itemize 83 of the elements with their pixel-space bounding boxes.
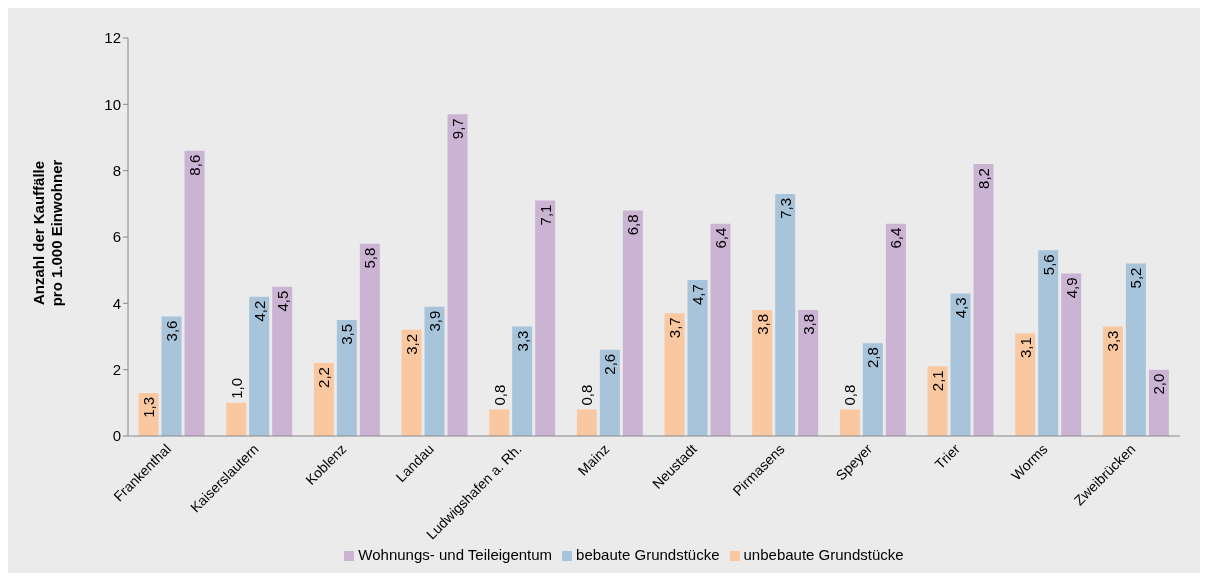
bar xyxy=(226,402,247,436)
bar xyxy=(489,409,510,436)
data-label: 2,2 xyxy=(315,367,333,388)
bar xyxy=(184,150,205,436)
legend-label: unbebaute Grundstücke xyxy=(743,546,904,563)
bar xyxy=(687,280,708,436)
data-label: 3,6 xyxy=(163,320,181,342)
y-tick-label: 2 xyxy=(112,360,121,378)
data-label: 2,0 xyxy=(1150,373,1168,395)
data-label: 4,3 xyxy=(952,297,970,319)
bar xyxy=(599,349,620,436)
data-label: 3,3 xyxy=(1104,330,1122,352)
bar xyxy=(336,319,357,436)
data-label: 3,5 xyxy=(338,323,356,345)
bar xyxy=(973,164,994,436)
bar xyxy=(401,329,422,436)
bar xyxy=(664,313,685,436)
y-axis-title: Anzahl der Kauffälle pro 1.000 Einwohner xyxy=(30,159,66,307)
data-label: 4,7 xyxy=(689,284,707,305)
y-tick-label: 12 xyxy=(104,29,121,47)
data-label: 3,1 xyxy=(1016,337,1034,359)
data-label: 5,2 xyxy=(1127,267,1145,289)
data-label: 4,9 xyxy=(1062,277,1080,299)
bar xyxy=(927,366,948,436)
bar xyxy=(1038,250,1059,436)
bar xyxy=(249,296,270,436)
data-label: 4,2 xyxy=(250,300,268,322)
data-label: 0,8 xyxy=(490,384,508,406)
data-label: 0,8 xyxy=(578,384,596,406)
data-label: 4,5 xyxy=(273,290,291,312)
bar xyxy=(512,326,533,436)
bar xyxy=(272,286,293,436)
data-label: 8,6 xyxy=(186,154,204,176)
bar xyxy=(1015,333,1036,436)
legend-label: Wohnungs- und Teileigentum xyxy=(358,546,553,563)
data-label: 8,2 xyxy=(975,168,993,189)
data-label: 6,4 xyxy=(712,227,730,249)
data-label: 2,8 xyxy=(864,347,882,368)
bar xyxy=(1125,263,1146,436)
data-label: 2,1 xyxy=(929,370,947,392)
data-label: 2,6 xyxy=(601,353,619,375)
bar xyxy=(885,223,906,436)
data-label: 5,6 xyxy=(1039,254,1057,276)
bar xyxy=(1061,273,1082,436)
bar xyxy=(1102,326,1123,436)
data-label: 7,3 xyxy=(776,197,794,219)
x-tick-label: Trier xyxy=(931,440,964,473)
bar xyxy=(710,223,731,436)
data-label: 3,8 xyxy=(799,313,817,335)
data-label: 0,8 xyxy=(841,384,859,406)
bar xyxy=(798,309,819,436)
data-label: 3,2 xyxy=(403,333,421,355)
data-label: 5,8 xyxy=(361,247,379,269)
bar xyxy=(313,363,334,436)
y-tick-label: 8 xyxy=(112,161,121,179)
bar xyxy=(862,343,883,436)
bar xyxy=(161,316,182,436)
data-label: 9,7 xyxy=(449,118,467,140)
bar xyxy=(535,200,556,436)
y-tick-label: 6 xyxy=(112,228,121,246)
bar xyxy=(447,114,468,436)
y-tick-label: 0 xyxy=(112,427,121,445)
data-label: 3,7 xyxy=(666,317,684,339)
legend-label: bebaute Grundstücke xyxy=(576,546,720,563)
bar xyxy=(950,293,971,436)
bar xyxy=(839,409,860,436)
data-label: 6,4 xyxy=(887,227,905,249)
data-label: 3,8 xyxy=(753,313,771,335)
bar xyxy=(576,409,597,436)
bar xyxy=(1148,369,1169,436)
data-label: 7,1 xyxy=(536,204,554,226)
data-label: 1,3 xyxy=(140,396,158,418)
data-label: 3,9 xyxy=(426,310,444,332)
data-label: 6,8 xyxy=(624,214,642,236)
data-label: 3,3 xyxy=(513,330,531,352)
bar xyxy=(775,193,796,436)
y-tick-label: 4 xyxy=(112,294,121,312)
y-tick-label: 10 xyxy=(104,95,121,113)
bar xyxy=(622,210,643,436)
data-label: 1,0 xyxy=(227,377,245,399)
bar xyxy=(359,243,380,436)
bar xyxy=(424,306,445,436)
bar xyxy=(752,309,773,436)
